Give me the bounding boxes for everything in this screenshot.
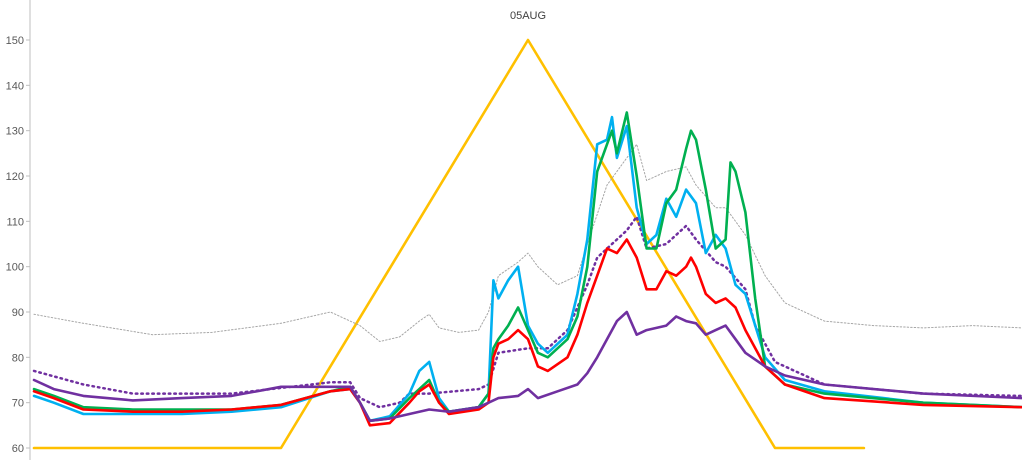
series-line-2 — [32, 215, 1022, 409]
y-axis: 60 70 80 90 100 110 120 130 140 150 — [6, 0, 31, 460]
y-tick-label: 100 — [6, 262, 24, 274]
y-tick-label: 60 — [12, 443, 24, 455]
y-tick-label: 70 — [12, 398, 24, 410]
annotation-label: 05AUG — [510, 10, 546, 22]
y-tick-label: 150 — [6, 35, 24, 47]
series-line-0 — [32, 38, 866, 450]
series-line-6 — [32, 310, 1022, 423]
y-tick-label: 80 — [12, 352, 24, 364]
series-line-1 — [33, 143, 1022, 342]
y-tick-label: 130 — [6, 126, 24, 138]
series-group — [32, 38, 1022, 450]
y-tick-label: 90 — [12, 307, 24, 319]
series-line-4 — [32, 111, 1022, 423]
y-tick-label: 110 — [6, 216, 24, 228]
y-tick-label: 120 — [6, 171, 24, 183]
annotation-group: 05AUG — [510, 10, 546, 22]
series-line-3 — [32, 115, 1022, 423]
y-tick-label: 140 — [6, 80, 24, 92]
